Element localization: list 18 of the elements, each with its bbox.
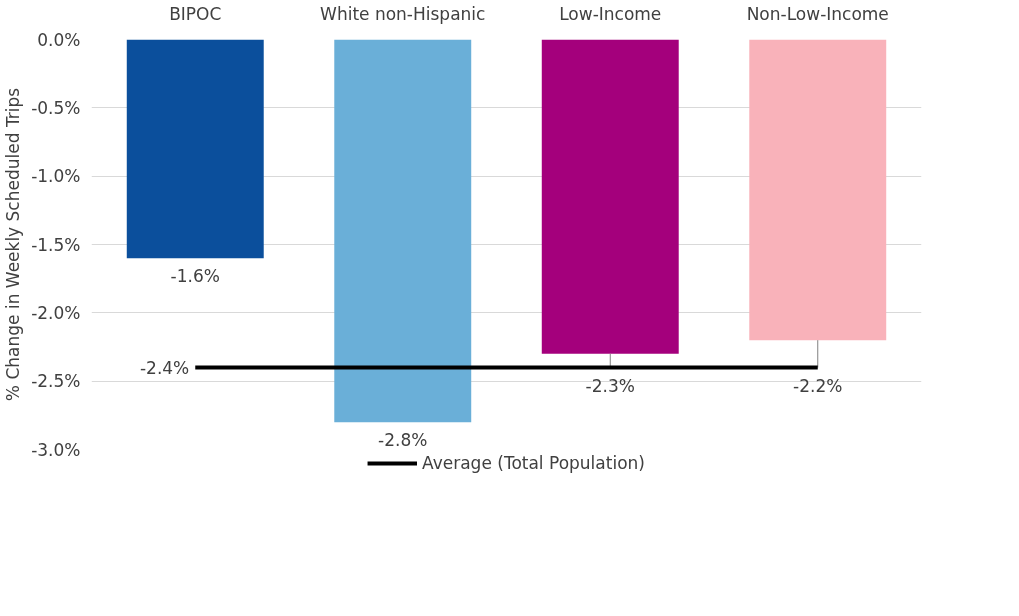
y-tick-label: -3.0% — [31, 439, 81, 460]
y-tick-label: -1.0% — [31, 166, 81, 187]
y-tick-label: 0.0% — [37, 29, 81, 50]
x-tick-label: Non-Low-Income — [746, 3, 889, 24]
x-tick-label: Low-Income — [559, 3, 662, 24]
x-tick-label: White non-Hispanic — [320, 3, 486, 24]
data-label: -2.4% — [139, 357, 190, 378]
x-tick-label: BIPOC — [169, 3, 222, 24]
data-label: -1.6% — [170, 266, 220, 287]
data-label: -2.3% — [585, 375, 635, 396]
y-tick-label: -0.5% — [31, 97, 81, 118]
y-tick-label: -2.0% — [31, 302, 81, 323]
y-axis-title: % Change in Weekly Scheduled Trips — [3, 87, 24, 402]
data-label: -2.2% — [793, 375, 843, 396]
data-label: -2.8% — [378, 430, 428, 451]
legend-label: Average (Total Population) — [422, 453, 645, 473]
y-tick-label: -1.5% — [31, 234, 81, 255]
y-tick-label: -2.5% — [31, 371, 81, 392]
